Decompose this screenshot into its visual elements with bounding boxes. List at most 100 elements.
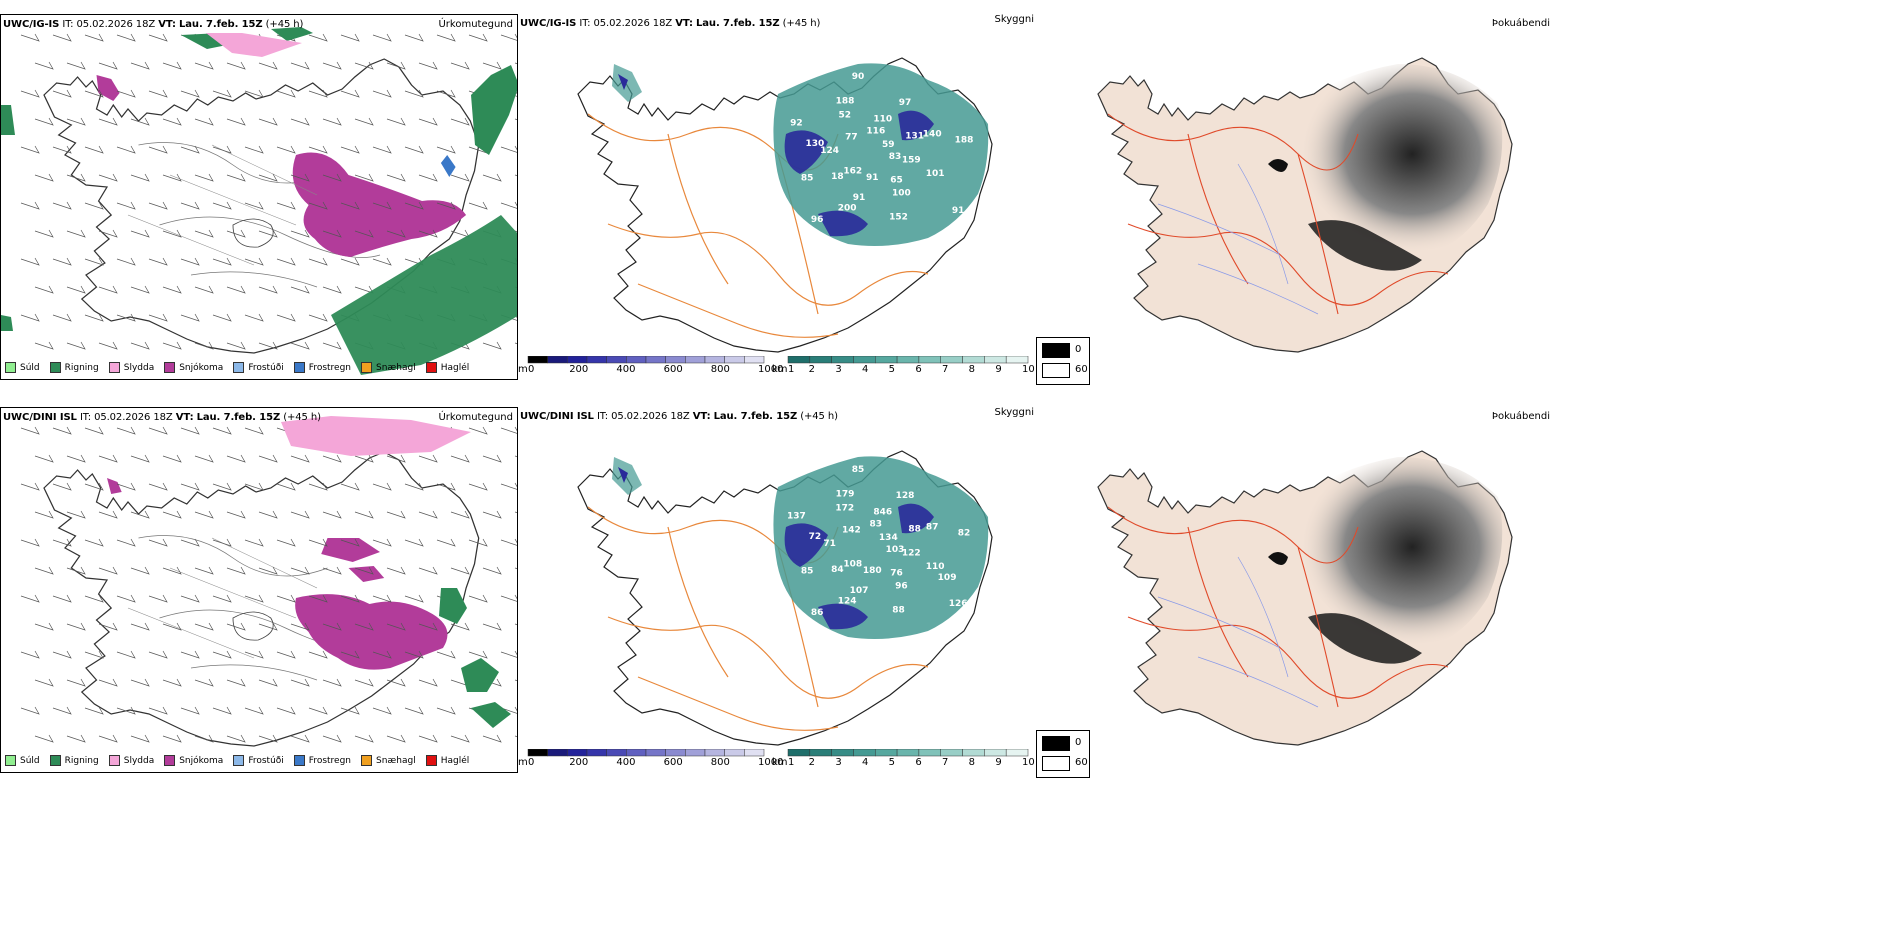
- visibility-panel-bottom: 103 108 83 76 71 88 107 172 110 85 128 88 137 82 86 85 1…: [518, 407, 1038, 773]
- ceiling-label: 85: [852, 465, 865, 475]
- visibility-colorbar: km 1 2 3 4 5 6 7 8 9 10: [772, 356, 1035, 378]
- colorbar-cell: [918, 356, 941, 364]
- colorbar-tick: 7: [942, 757, 949, 768]
- legend-label: Haglél: [440, 755, 470, 766]
- legend-swatch: [49, 362, 61, 373]
- colorbar-tick: 10: [1022, 757, 1035, 768]
- legend-item: Frostúði: [233, 362, 284, 373]
- panel-title: UWC/IG-IS IT: 05.02.2026 18Z VT: Lau. 7.…: [520, 18, 821, 29]
- legend-item: Snjókoma: [164, 362, 223, 373]
- colorbar-tick: 8: [968, 364, 976, 375]
- ceiling-label: 90: [852, 72, 865, 82]
- ceiling-label: 92: [790, 119, 803, 129]
- legend-label: Snjókoma: [179, 362, 224, 373]
- legend-item: Slydda: [108, 755, 155, 766]
- precip-type-panel-top: UWC/IG-IS IT: 05.02.2026 18Z VT: Lau. 7.…: [0, 14, 518, 380]
- colorbar-tick: 0: [528, 757, 535, 768]
- ceiling-label: 188: [955, 136, 974, 146]
- colorbar-tick: 0: [528, 364, 535, 375]
- colorbar-cell: [744, 749, 765, 757]
- ceiling-label: 152: [889, 213, 908, 223]
- colorbar-cell: [665, 749, 686, 757]
- colorbar-cell: [626, 356, 647, 364]
- legend-swatch: [361, 755, 373, 766]
- colorbar-cell: [567, 749, 588, 757]
- legend-label: Slydda: [123, 755, 155, 766]
- visibility-colorbar: km 1 2 3 4 5 6 7 8 9 10: [772, 749, 1035, 771]
- colorbar-cell: [875, 356, 898, 364]
- fog-legend-label: 0: [1075, 344, 1082, 355]
- colorbar-cell: [984, 749, 1007, 757]
- legend-swatch: [108, 755, 120, 766]
- precip-legend: Súld Rigning Slydda Snjókoma Frostúði Frostre…: [5, 362, 469, 373]
- colorbar-unit: m: [518, 757, 528, 768]
- ceiling-label: 134: [879, 533, 898, 543]
- ceiling-label: 91: [952, 206, 965, 216]
- colorbar-cell: [724, 749, 745, 757]
- ceiling-label: 110: [926, 562, 945, 572]
- colorbar-tick: 800: [710, 757, 730, 768]
- legend-item: Slydda: [108, 362, 154, 373]
- fog-index-panel-top: Þokuábendi: [1038, 14, 1554, 380]
- colorbar-tick: 400: [616, 757, 636, 768]
- ceiling-label: 108: [843, 559, 862, 569]
- ceiling-label: 200: [838, 204, 857, 214]
- colorbar-tick: 6: [915, 364, 922, 375]
- colorbar-cell: [809, 356, 832, 364]
- visibility-map: 103 108 83 76 71 88 107 172 110 85 128 88 137 82 86 85 1…: [577, 450, 993, 746]
- fog-legend-swatch: [1042, 736, 1070, 751]
- ceiling-label: 96: [811, 215, 824, 225]
- ceiling-label: 83: [870, 520, 883, 530]
- fog-legend-label: 0: [1075, 737, 1082, 748]
- legend-swatch: [293, 362, 305, 373]
- legend-swatch: [108, 362, 120, 373]
- legend-swatch: [5, 755, 16, 766]
- legend-swatch: [293, 755, 305, 766]
- ceiling-label: 162: [843, 166, 862, 176]
- legend-item: Frostregn: [293, 755, 351, 766]
- colorbar-cell: [547, 356, 568, 364]
- ceiling-colorbar: m 0 200 400 600 800 1000: [518, 749, 783, 771]
- colorbar-cell: [665, 356, 686, 364]
- ceiling-label: 197: [748, 157, 767, 167]
- colorbar-tick: 8: [968, 757, 976, 768]
- ceiling-label: 128: [896, 491, 915, 501]
- ceiling-label: 76: [890, 569, 903, 579]
- legend-item: Rigning: [49, 755, 99, 766]
- precip-type-map: [20, 416, 517, 747]
- colorbar-cell: [1005, 749, 1029, 757]
- legend-swatch: [425, 755, 437, 766]
- colorbar-tick: 4: [862, 364, 869, 375]
- ceiling-label: 180: [863, 566, 882, 576]
- colorbar-cell: [606, 749, 627, 757]
- ceiling-label: 88: [908, 524, 921, 534]
- ceiling-label: 18: [831, 172, 844, 182]
- ceiling-label: 52: [838, 111, 851, 121]
- legend-item: Súld: [5, 362, 40, 373]
- ceiling-label: 103: [886, 545, 905, 555]
- colorbar-cell: [896, 749, 920, 757]
- fog-legend-swatch: [1042, 756, 1070, 771]
- panel-title: UWC/DINI ISL IT: 05.02.2026 18Z VT: Lau.…: [520, 411, 838, 422]
- colorbar-tick: 4: [862, 757, 869, 768]
- legend-label: Snæhagl: [376, 755, 416, 766]
- colorbar-cell: [809, 749, 832, 757]
- field-name: Þokuábendi: [1491, 18, 1550, 29]
- legend-swatch: [361, 362, 373, 373]
- ceiling-label: 846: [873, 508, 892, 518]
- panel-title: UWC/DINI ISL IT: 05.02.2026 18Z VT: Lau.…: [3, 412, 321, 423]
- colorbar-tick: 10: [1022, 364, 1035, 375]
- legend-item: Snæhagl: [361, 362, 416, 373]
- ceiling-label: 88: [892, 606, 905, 616]
- ceiling-colorbar: m 0 200 400 600 800 1000: [518, 356, 783, 378]
- colorbar-cell: [940, 356, 963, 364]
- legend-item: Haglél: [425, 362, 469, 373]
- ceiling-label: 230: [748, 550, 767, 560]
- colorbar-cell: [527, 749, 548, 757]
- ceiling-label: 82: [958, 529, 971, 539]
- legend-label: Snjókoma: [179, 755, 224, 766]
- precip-type-map: [1, 27, 517, 375]
- legend-swatch: [164, 362, 176, 373]
- ceiling-label: 126: [949, 599, 968, 609]
- colorbar-cell: [962, 749, 985, 757]
